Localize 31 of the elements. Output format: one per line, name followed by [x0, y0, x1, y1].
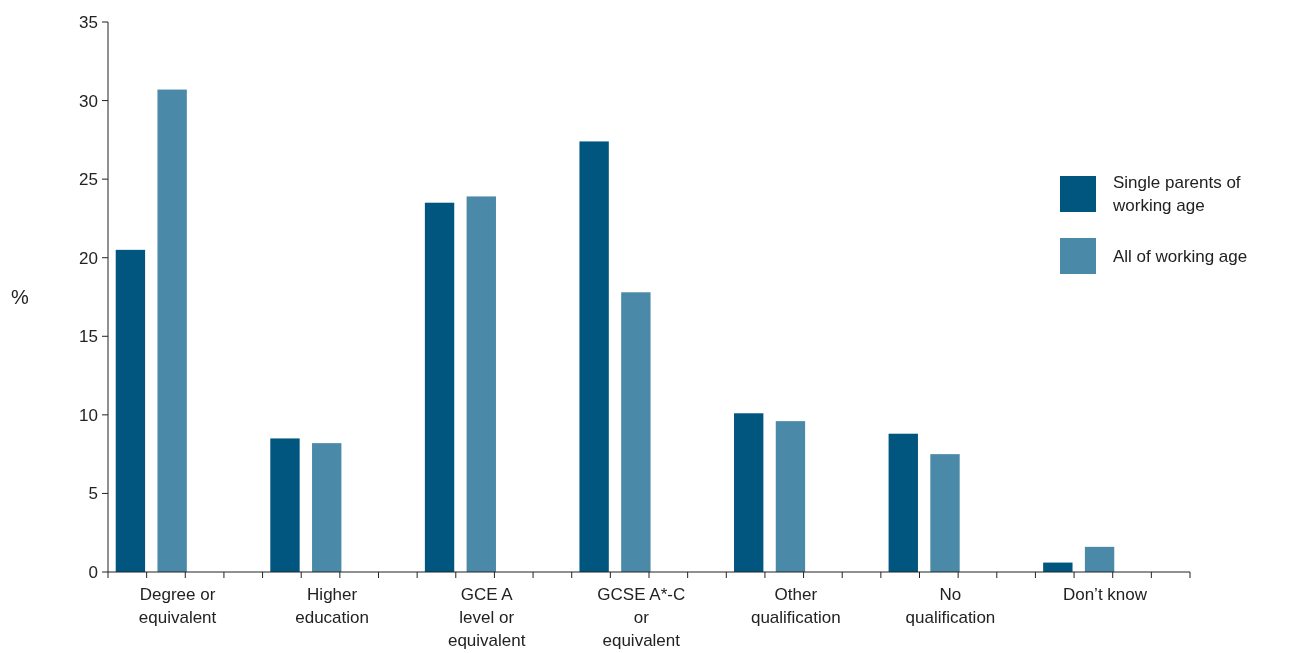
- y-tick-label: 25: [79, 170, 98, 190]
- legend-label: Single parents of working age: [1112, 173, 1241, 215]
- x-tick-label: GCSE A*-C or equivalent: [597, 585, 686, 650]
- y-axis-title: %: [11, 286, 30, 308]
- bar: [115, 249, 146, 572]
- bar: [1084, 546, 1115, 572]
- bar: [424, 202, 455, 572]
- y-tick-label: 0: [88, 562, 98, 582]
- bar: [579, 141, 609, 572]
- bar: [930, 454, 960, 572]
- x-tick-label: No qualification: [905, 585, 996, 627]
- bar: [157, 89, 187, 572]
- y-tick-label: 5: [88, 484, 98, 504]
- y-tick-label: 30: [79, 91, 98, 111]
- bar: [775, 421, 806, 572]
- x-tick-label: Don’t know: [1062, 585, 1148, 604]
- y-tick-label: 15: [79, 327, 98, 347]
- y-tick-label: 10: [79, 405, 98, 425]
- bar: [888, 433, 918, 572]
- legend-label: All of working age: [1113, 247, 1248, 266]
- y-tick-label: 35: [79, 12, 98, 32]
- bar: [621, 292, 651, 572]
- x-tick-label: Higher education: [295, 585, 369, 627]
- bar: [466, 196, 496, 572]
- bar: [270, 438, 300, 572]
- bar: [734, 413, 764, 572]
- x-tick-label: Other qualification: [750, 585, 841, 627]
- x-tick-label: GCE A level or equivalent: [447, 585, 526, 650]
- x-tick-label: Degree or equivalent: [138, 585, 217, 627]
- bar: [312, 443, 342, 572]
- y-tick-label: 20: [79, 248, 98, 268]
